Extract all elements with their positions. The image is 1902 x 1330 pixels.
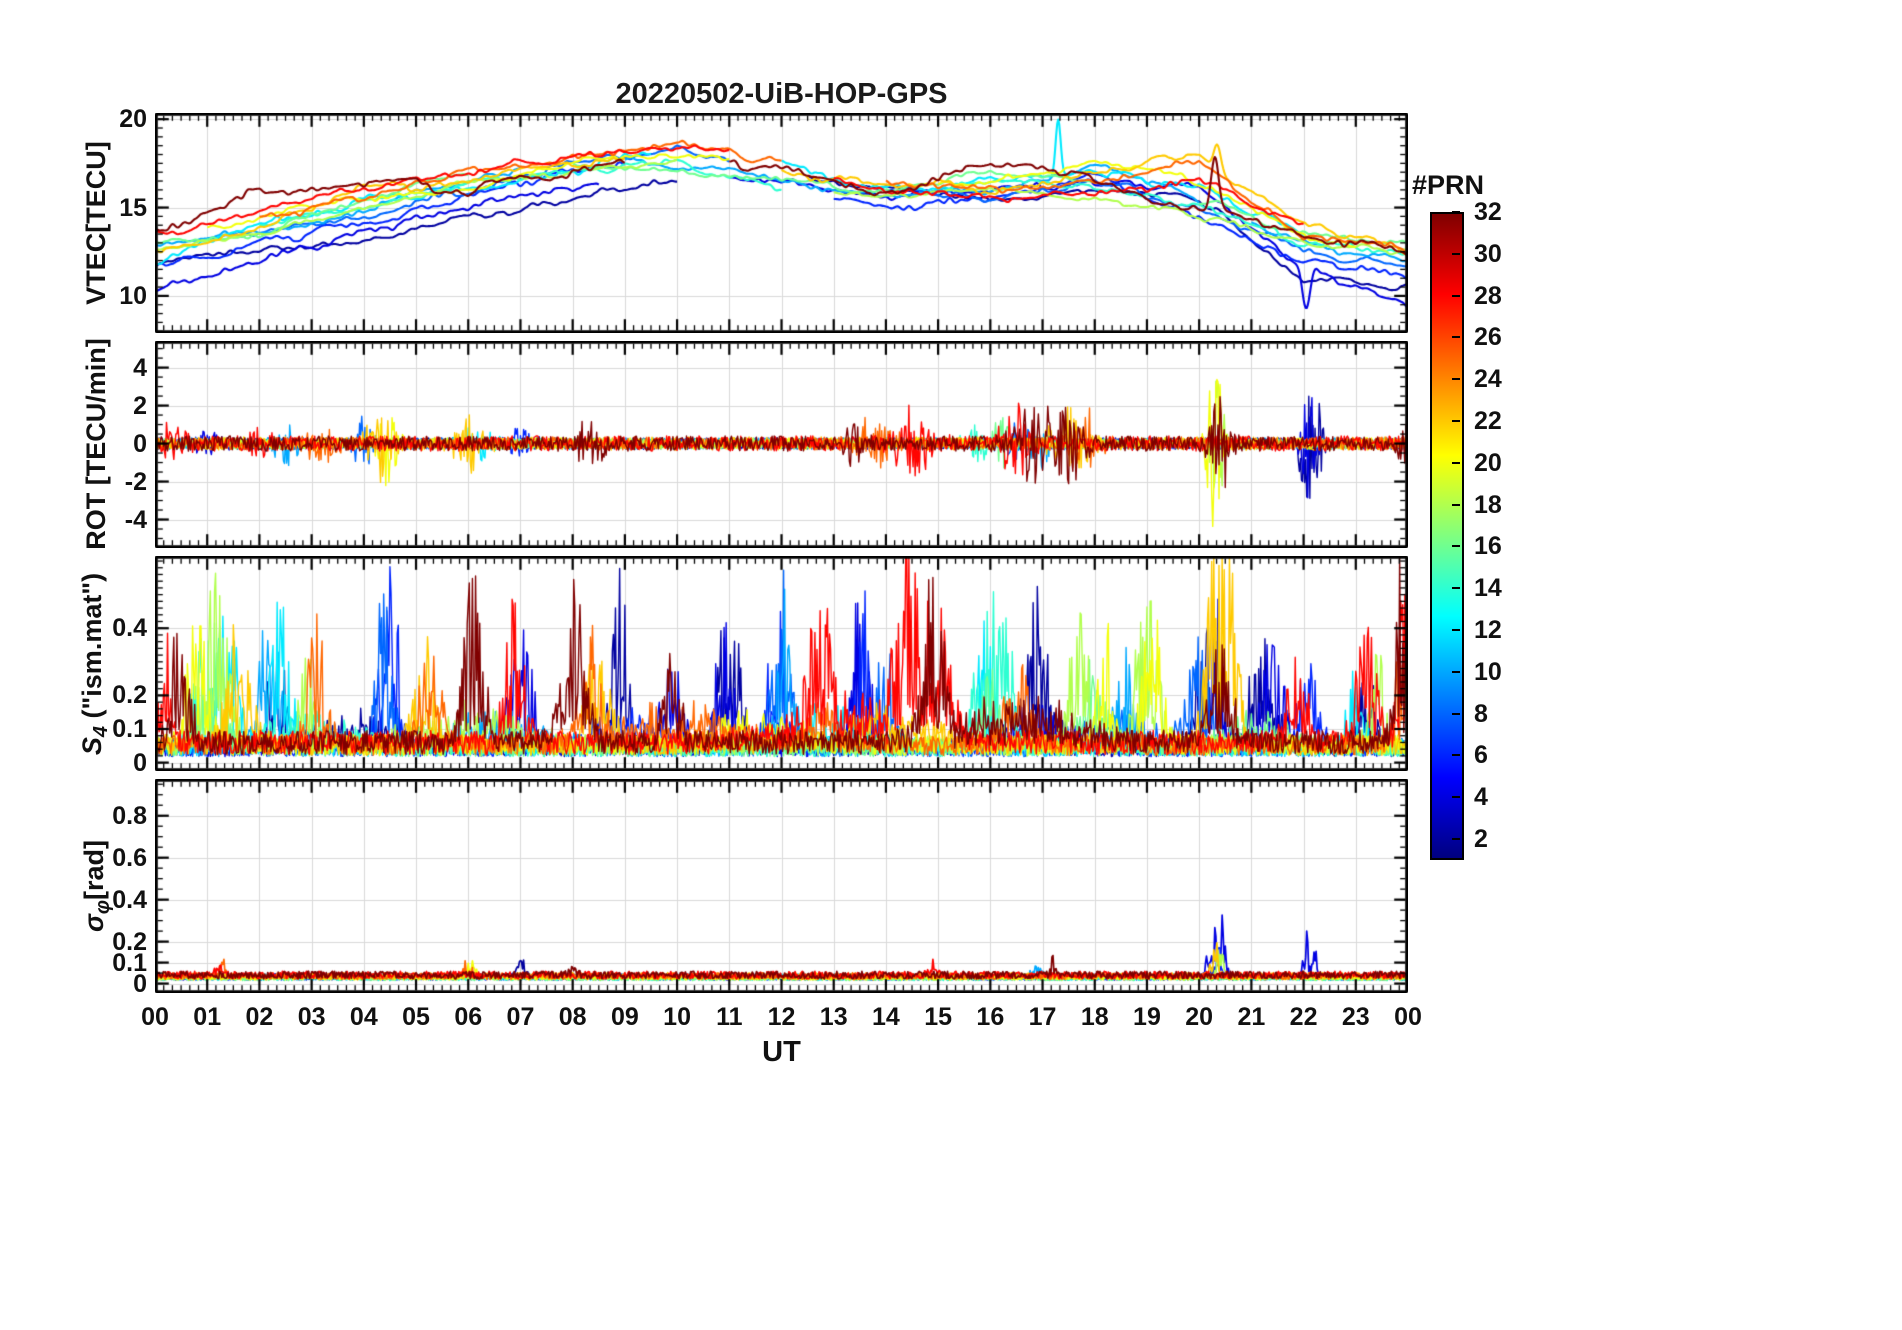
colorbar-tick-label: 26 [1474, 323, 1502, 352]
x-tick-label: 04 [349, 1003, 378, 1031]
colorbar-tick-label: 12 [1474, 616, 1502, 645]
colorbar-tick-label: 32 [1474, 198, 1502, 226]
x-tick-label: 20 [1185, 1003, 1214, 1031]
x-tick-label: 12 [767, 1003, 796, 1031]
colorbar-tick-mark [1452, 796, 1460, 799]
colorbar-tick-mark [1452, 461, 1460, 464]
s4-traces-canvas [155, 556, 1408, 771]
colorbar-tick-mark [1452, 629, 1460, 632]
x-tick-label: 05 [402, 1003, 430, 1031]
colorbar-tick-mark [1452, 252, 1460, 255]
y-tick-label: 0.8 [112, 801, 147, 830]
y-tick-label: 0.2 [112, 927, 147, 956]
x-tick-label: 00 [141, 1003, 169, 1031]
x-tick-label: 16 [976, 1003, 1005, 1031]
colorbar-tick-label: 30 [1474, 239, 1502, 268]
colorbar-tick-mark [1452, 712, 1460, 715]
x-tick-label: 09 [610, 1003, 639, 1031]
colorbar-tick-mark [1452, 420, 1460, 423]
y-tick-label: 20 [119, 105, 147, 134]
colorbar-tick-mark [1452, 378, 1460, 381]
x-tick-label: 00 [1394, 1003, 1422, 1031]
x-tick-label: 21 [1237, 1003, 1266, 1031]
y-tick-label: 15 [119, 193, 147, 222]
panel-sigma-phi [155, 779, 1408, 993]
x-tick-label: 17 [1028, 1003, 1057, 1031]
y-tick-label: 0.1 [112, 948, 147, 977]
colorbar-tick-mark [1452, 587, 1460, 590]
colorbar-tick-mark [1452, 336, 1460, 339]
colorbar-tick-mark [1452, 294, 1460, 297]
colorbar-tick-label: 10 [1474, 657, 1502, 686]
x-tick-label: 19 [1133, 1003, 1161, 1031]
colorbar-tick-mark [1452, 545, 1460, 548]
colorbar-tick-label: 6 [1474, 741, 1488, 770]
y-tick-label: 0.1 [112, 715, 147, 743]
panel-rot [155, 341, 1408, 548]
colorbar-gradient [1430, 212, 1464, 860]
x-tick-label: 10 [663, 1003, 691, 1031]
x-tick-label: 15 [924, 1003, 953, 1031]
x-tick-label: 23 [1341, 1003, 1370, 1031]
x-tick-label: 06 [454, 1003, 483, 1031]
colorbar-tick-label: 18 [1474, 490, 1502, 519]
colorbar-tick-label: 20 [1474, 448, 1502, 477]
y-tick-label: 0 [133, 429, 147, 458]
y-tick-label: 0 [133, 969, 147, 998]
y-tick-label: 4 [133, 353, 147, 382]
x-tick-label: 01 [193, 1003, 222, 1031]
panel-s4 [155, 556, 1408, 771]
x-tick-label: 14 [872, 1003, 900, 1031]
y-tick-label: -4 [124, 505, 147, 534]
x-tick-label: 02 [245, 1003, 274, 1031]
colorbar-tick-label: 16 [1474, 532, 1502, 561]
x-tick-label: 07 [506, 1003, 535, 1031]
colorbar-tick-label: 28 [1474, 281, 1502, 310]
colorbar-tick-mark [1452, 754, 1460, 757]
sigma-phi-traces-canvas [155, 779, 1408, 993]
colorbar-tick-label: 2 [1474, 825, 1488, 854]
colorbar-tick-label: 8 [1474, 699, 1488, 728]
y-tick-label: 10 [119, 281, 147, 310]
panel-vtec [155, 113, 1408, 333]
x-tick-label: 03 [297, 1003, 326, 1031]
x-axis-label: UT [762, 1036, 801, 1068]
colorbar-tick-mark [1452, 670, 1460, 673]
x-tick-label: 13 [819, 1003, 848, 1031]
chart-title: 20220502-UiB-HOP-GPS [615, 78, 948, 110]
y-tick-label: 2 [133, 391, 147, 420]
y-tick-label: 0.4 [112, 885, 147, 914]
colorbar-tick-label: 24 [1474, 365, 1502, 394]
colorbar-title: #PRN [1411, 170, 1485, 200]
colorbar-tick-label: 4 [1474, 783, 1488, 812]
y-tick-label: -2 [124, 467, 147, 496]
vtec-traces-canvas [155, 113, 1408, 333]
y-tick-label: 0.4 [112, 614, 147, 643]
x-tick-label: 11 [716, 1003, 743, 1031]
x-tick-label: 18 [1080, 1003, 1109, 1031]
x-tick-label: 08 [558, 1003, 587, 1031]
x-tick-label: 22 [1289, 1003, 1318, 1031]
colorbar-tick-label: 22 [1474, 407, 1502, 436]
y-tick-label: 0.6 [112, 843, 147, 872]
rot-traces-canvas [155, 341, 1408, 548]
colorbar-tick-label: 14 [1474, 574, 1502, 603]
colorbar-tick-mark [1452, 838, 1460, 841]
colorbar-tick-mark [1452, 503, 1460, 506]
y-tick-label: 0 [133, 748, 147, 777]
colorbar-tick-mark [1452, 211, 1460, 213]
y-tick-label: 0.2 [112, 681, 147, 710]
